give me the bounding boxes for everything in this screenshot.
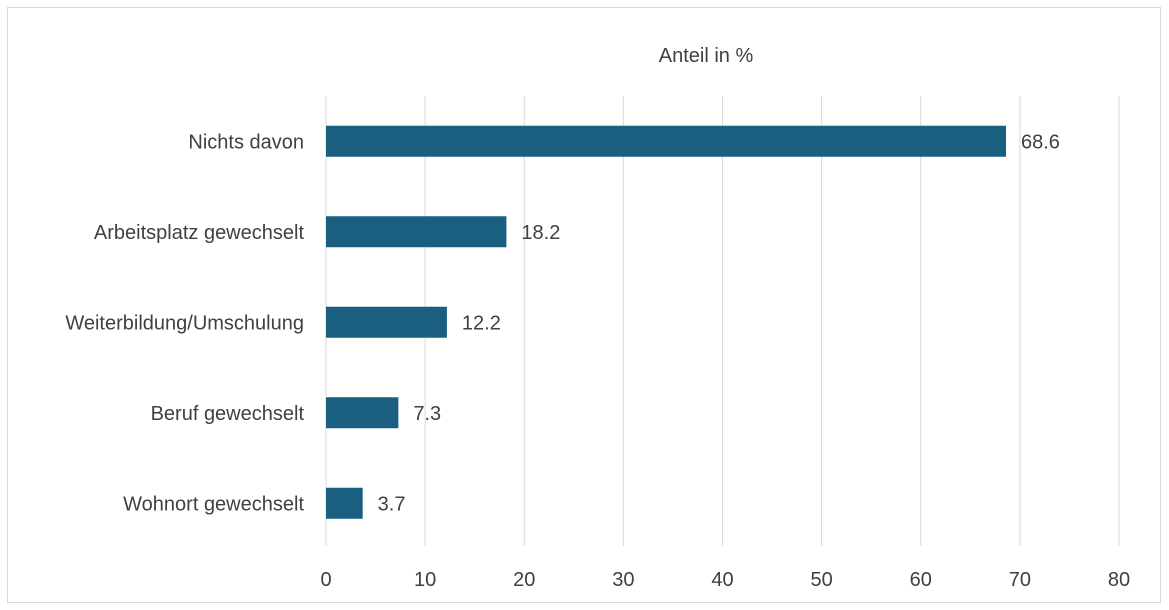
category-label: Nichts davon xyxy=(188,131,304,153)
x-tick-label: 20 xyxy=(513,569,535,591)
x-axis-tick-labels: 0 10 20 30 40 50 60 70 80 xyxy=(320,569,1130,591)
category-label: Arbeitsplatz gewechselt xyxy=(94,222,305,244)
gridlines xyxy=(325,96,1120,546)
data-label: 7.3 xyxy=(413,403,441,425)
x-tick-label: 0 xyxy=(320,569,331,591)
data-label: 18.2 xyxy=(521,222,560,244)
bar xyxy=(326,487,363,519)
bar xyxy=(326,306,447,338)
x-tick-label: 30 xyxy=(612,569,634,591)
x-tick-label: 10 xyxy=(414,569,436,591)
category-labels: Nichts davon Arbeitsplatz gewechselt Weite… xyxy=(65,131,304,515)
data-label: 3.7 xyxy=(378,493,406,515)
x-tick-label: 80 xyxy=(1108,569,1130,591)
bar xyxy=(326,216,507,248)
category-label: Wohnort gewechselt xyxy=(123,493,304,515)
x-tick-label: 60 xyxy=(910,569,932,591)
bar xyxy=(326,397,399,429)
data-label: 68.6 xyxy=(1021,131,1060,153)
x-tick-label: 40 xyxy=(711,569,733,591)
bars xyxy=(326,125,1006,519)
bar xyxy=(326,125,1006,157)
x-tick-label: 70 xyxy=(1009,569,1031,591)
category-label: Beruf gewechselt xyxy=(151,403,305,425)
chart-title: Anteil in % xyxy=(659,45,754,67)
category-label: Weiterbildung/Umschulung xyxy=(65,312,304,334)
x-tick-label: 50 xyxy=(811,569,833,591)
data-labels: 68.6 18.2 12.2 7.3 3.7 xyxy=(378,131,1060,515)
chart-frame xyxy=(7,7,1161,603)
data-label: 12.2 xyxy=(462,312,501,334)
